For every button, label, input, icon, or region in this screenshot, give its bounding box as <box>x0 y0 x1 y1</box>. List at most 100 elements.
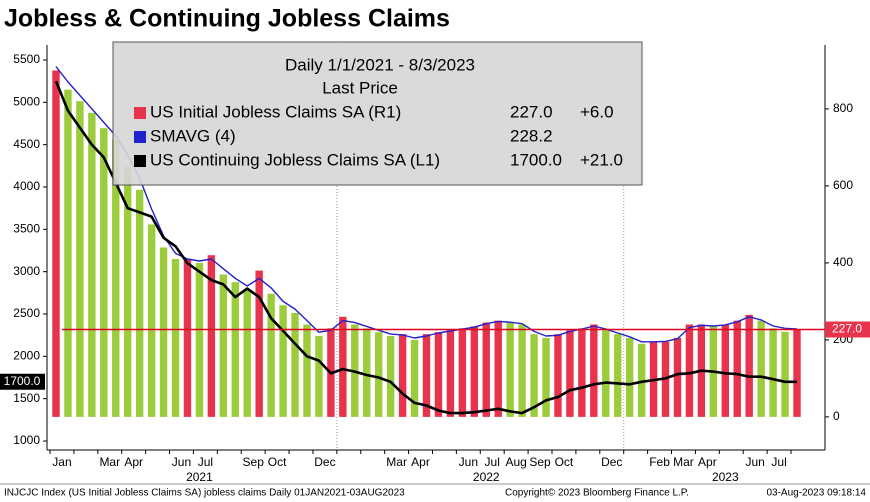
bar <box>147 224 156 417</box>
legend-change: +21.0 <box>580 150 623 169</box>
x-tick-label: Oct <box>555 455 574 469</box>
x-tick-label: Aug <box>505 455 526 469</box>
bar <box>374 332 383 417</box>
legend-swatch <box>134 107 146 119</box>
bar <box>554 334 562 417</box>
bar <box>470 326 479 417</box>
bar <box>386 336 395 417</box>
x-tick-label: Jun <box>745 455 764 469</box>
bar <box>757 320 765 417</box>
x-tick-label: Dec <box>601 455 622 469</box>
y-tick-label: 3000 <box>13 264 40 278</box>
x-tick-label: Mar <box>673 455 694 469</box>
bar <box>733 320 741 417</box>
x-tick-label: Jul <box>771 455 786 469</box>
y-tick-label: 1000 <box>13 433 40 447</box>
footer-text: INJCJC Index (US Initial Jobless Claims … <box>4 488 405 499</box>
bar <box>267 293 275 417</box>
footer-text: Copyright© 2023 Bloomberg Finance L.P. <box>505 488 689 499</box>
bar <box>769 328 777 417</box>
line <box>54 80 797 415</box>
bar <box>135 189 144 417</box>
y-tick-label: 4500 <box>13 137 40 151</box>
x-tick-label: Sep <box>243 455 265 469</box>
bar <box>207 255 216 417</box>
y2-tick-label: 800 <box>833 101 853 115</box>
legend-change: +6.0 <box>580 102 614 121</box>
legend-box <box>112 41 643 186</box>
bar <box>625 337 634 417</box>
x-tick-label: Jul <box>198 455 213 469</box>
bar <box>112 139 120 417</box>
bar <box>52 70 60 417</box>
bar <box>398 334 407 417</box>
year-label: 2023 <box>712 470 739 484</box>
bar <box>793 329 801 417</box>
bar <box>219 274 228 417</box>
y-tick-label: 5000 <box>13 94 40 108</box>
bar <box>781 331 789 417</box>
bar <box>64 89 72 417</box>
bar <box>578 328 586 417</box>
legend-last: 1700.0 <box>510 150 562 169</box>
bar <box>614 334 622 417</box>
bar <box>195 262 204 417</box>
bar <box>279 305 287 417</box>
y-tick-label: 4000 <box>13 179 40 193</box>
x-tick-label: Apr <box>411 455 430 469</box>
x-tick-label: Apr <box>698 455 717 469</box>
bar <box>255 270 263 417</box>
bar <box>422 334 431 417</box>
bar <box>410 339 419 417</box>
bar <box>434 332 443 417</box>
bar <box>183 259 192 417</box>
bar <box>76 101 84 417</box>
x-tick-label: Dec <box>314 455 335 469</box>
legend-last: 228.2 <box>510 126 553 145</box>
y-tick-label: 2500 <box>13 306 40 320</box>
x-tick-label: Jun <box>459 455 478 469</box>
year-label: 2021 <box>186 470 213 484</box>
x-tick-label: Jul <box>485 455 500 469</box>
y2-tick-label: 600 <box>833 178 853 192</box>
last-value-box <box>0 373 45 390</box>
year-label: 2022 <box>473 470 500 484</box>
bar <box>721 324 729 417</box>
bar <box>315 336 323 417</box>
line <box>55 66 798 343</box>
bar <box>566 330 574 417</box>
x-tick-label: Feb <box>649 455 670 469</box>
y2-tick-label: 400 <box>833 255 853 269</box>
bar <box>590 324 598 417</box>
bar <box>171 259 180 417</box>
bar <box>745 314 753 417</box>
x-tick-label: Mar <box>99 455 120 469</box>
bar <box>506 322 514 417</box>
last-value-box <box>825 321 870 338</box>
bar <box>685 324 694 417</box>
last-value-label: 1700.0 <box>4 374 41 388</box>
bar <box>124 166 132 417</box>
x-tick-label: Mar <box>386 455 407 469</box>
y-tick-label: 2000 <box>13 349 40 363</box>
x-tick-label: Jan <box>52 455 71 469</box>
bar <box>231 282 239 417</box>
x-tick-label: Jun <box>172 455 191 469</box>
bar <box>673 337 682 417</box>
bar <box>482 322 490 417</box>
y-tick-label: 5500 <box>13 52 40 66</box>
bar <box>494 320 502 417</box>
bar <box>291 312 299 417</box>
bar <box>602 330 610 417</box>
bar <box>303 324 311 417</box>
x-tick-label: Oct <box>268 455 287 469</box>
legend-swatch <box>134 131 146 143</box>
last-value-label: 227.0 <box>832 322 862 336</box>
legend-label: US Initial Jobless Claims SA (R1) <box>150 102 401 121</box>
legend-swatch <box>134 155 146 167</box>
x-tick-label: Apr <box>124 455 143 469</box>
bar <box>363 328 371 417</box>
y-tick-label: 3500 <box>13 222 40 236</box>
x-tick-label: Sep <box>529 455 551 469</box>
